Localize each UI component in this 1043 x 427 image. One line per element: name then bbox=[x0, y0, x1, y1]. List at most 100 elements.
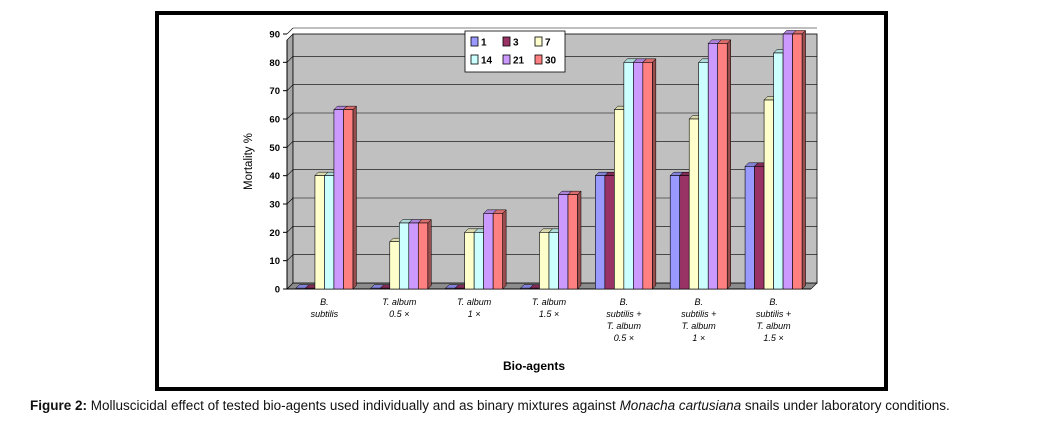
bar-front bbox=[717, 43, 728, 290]
bar-front bbox=[417, 222, 429, 290]
bar-front bbox=[370, 287, 381, 290]
bar-front bbox=[707, 43, 719, 290]
bar-front bbox=[614, 109, 625, 290]
bar-front bbox=[595, 175, 606, 290]
bar-front bbox=[473, 232, 484, 290]
bar-front bbox=[633, 62, 644, 290]
x-tick-label: T. album bbox=[532, 297, 567, 307]
x-axis-title: Bio-agents bbox=[503, 359, 565, 373]
legend-label: 14 bbox=[481, 56, 493, 67]
bar-front bbox=[558, 194, 569, 290]
x-tick-label: T. album bbox=[457, 297, 492, 307]
legend-swatch bbox=[534, 36, 543, 47]
x-tick-label: B. bbox=[620, 297, 629, 307]
legend-item: 3 bbox=[502, 36, 519, 49]
y-tick-label: 50 bbox=[269, 143, 280, 154]
y-tick-label: 30 bbox=[269, 200, 280, 211]
bar-front bbox=[642, 62, 653, 290]
y-gridline-side bbox=[286, 169, 294, 176]
bar bbox=[717, 39, 732, 290]
bar-front bbox=[398, 222, 410, 290]
bar-front bbox=[698, 62, 709, 290]
bar-front bbox=[623, 62, 634, 290]
bar-front bbox=[604, 175, 615, 290]
bar-side bbox=[652, 58, 657, 290]
x-tick-label: T. album bbox=[607, 321, 642, 331]
bar-front bbox=[305, 287, 316, 290]
y-tick-label: 90 bbox=[269, 30, 280, 41]
x-tick-label: 1 × bbox=[468, 309, 481, 319]
bar-front bbox=[454, 287, 465, 290]
legend-label: 30 bbox=[545, 56, 557, 67]
bar-front bbox=[520, 287, 531, 290]
bar-side bbox=[801, 29, 806, 290]
bar-side bbox=[726, 39, 731, 290]
bar-front bbox=[343, 109, 354, 290]
bar-front bbox=[295, 287, 306, 290]
legend-swatch bbox=[470, 54, 479, 65]
bar-front bbox=[408, 222, 419, 290]
y-gridline-side bbox=[286, 254, 294, 261]
caption-label: Figure 2: bbox=[30, 398, 88, 413]
x-tick-label: T. album bbox=[756, 321, 791, 331]
bar-front bbox=[379, 287, 391, 290]
bar bbox=[791, 29, 807, 290]
x-tick-label: 1 × bbox=[692, 333, 705, 343]
caption-text-after: snails under laboratory conditions. bbox=[741, 398, 950, 413]
legend-item: 30 bbox=[534, 54, 557, 67]
bar-front bbox=[688, 118, 700, 290]
y-axis-title: Mortality % bbox=[243, 133, 255, 190]
y-tick-label: 60 bbox=[269, 115, 280, 126]
bar-front bbox=[669, 175, 681, 290]
bar-front bbox=[445, 287, 456, 290]
bar-front bbox=[539, 232, 550, 290]
legend-item: 7 bbox=[534, 36, 551, 49]
bar-side bbox=[502, 209, 507, 290]
bar-front bbox=[567, 194, 578, 290]
legend-label: 1 bbox=[481, 38, 487, 49]
x-tick-label: B. bbox=[769, 297, 778, 307]
figure-frame: 0 10 20 30 40 50 60 70 80 90 B. subtilis T. album 0.5… bbox=[155, 11, 888, 391]
bar-front bbox=[389, 241, 400, 290]
y-tick-label: 80 bbox=[269, 58, 280, 69]
x-tick-label: T. album bbox=[682, 321, 717, 331]
legend-swatch bbox=[502, 36, 511, 47]
bar-front bbox=[792, 33, 803, 290]
legend-label: 3 bbox=[513, 38, 519, 49]
bar-chart: 0 10 20 30 40 50 60 70 80 90 B. subtilis T. album 0.5… bbox=[243, 27, 818, 373]
y-tick-label: 20 bbox=[269, 228, 280, 239]
y-gridline-side bbox=[286, 27, 294, 35]
figure-caption: Figure 2: Molluscicidal effect of tested… bbox=[30, 398, 1020, 413]
x-tick-label: subtilis + bbox=[606, 309, 641, 319]
legend-swatch bbox=[502, 54, 511, 65]
bar-front bbox=[744, 166, 755, 290]
bar-front bbox=[314, 175, 325, 290]
bar-front bbox=[763, 99, 774, 290]
bar-front bbox=[773, 52, 784, 290]
legend-label: 7 bbox=[545, 38, 551, 49]
bar-front bbox=[492, 213, 503, 290]
y-gridline-side bbox=[286, 56, 294, 63]
bar-front bbox=[754, 166, 765, 290]
legend-label: 21 bbox=[513, 56, 525, 67]
x-tick-label: B. bbox=[320, 297, 329, 307]
caption-species: Monacha cartusiana bbox=[619, 398, 742, 413]
y-tick-label: 10 bbox=[269, 256, 280, 267]
bar bbox=[342, 105, 358, 290]
caption-text-before: Molluscicidal effect of tested bio-agent… bbox=[87, 398, 620, 413]
x-tick-label: B. bbox=[694, 297, 703, 307]
bar-front bbox=[548, 232, 559, 290]
bar-front bbox=[464, 232, 475, 290]
bar-front bbox=[679, 175, 690, 290]
bar bbox=[417, 218, 432, 290]
legend-item: 1 bbox=[470, 36, 487, 49]
x-tick-label: 0.5 × bbox=[614, 333, 634, 343]
legend-item: 21 bbox=[502, 54, 525, 67]
x-tick-label: 0.5 × bbox=[389, 309, 409, 319]
legend-item: 14 bbox=[470, 54, 493, 67]
legend-box bbox=[464, 30, 566, 73]
legend-swatch bbox=[534, 54, 543, 65]
y-tick-label: 0 bbox=[275, 285, 280, 296]
x-tick-label: subtilis + bbox=[756, 309, 791, 319]
bar bbox=[567, 190, 582, 290]
